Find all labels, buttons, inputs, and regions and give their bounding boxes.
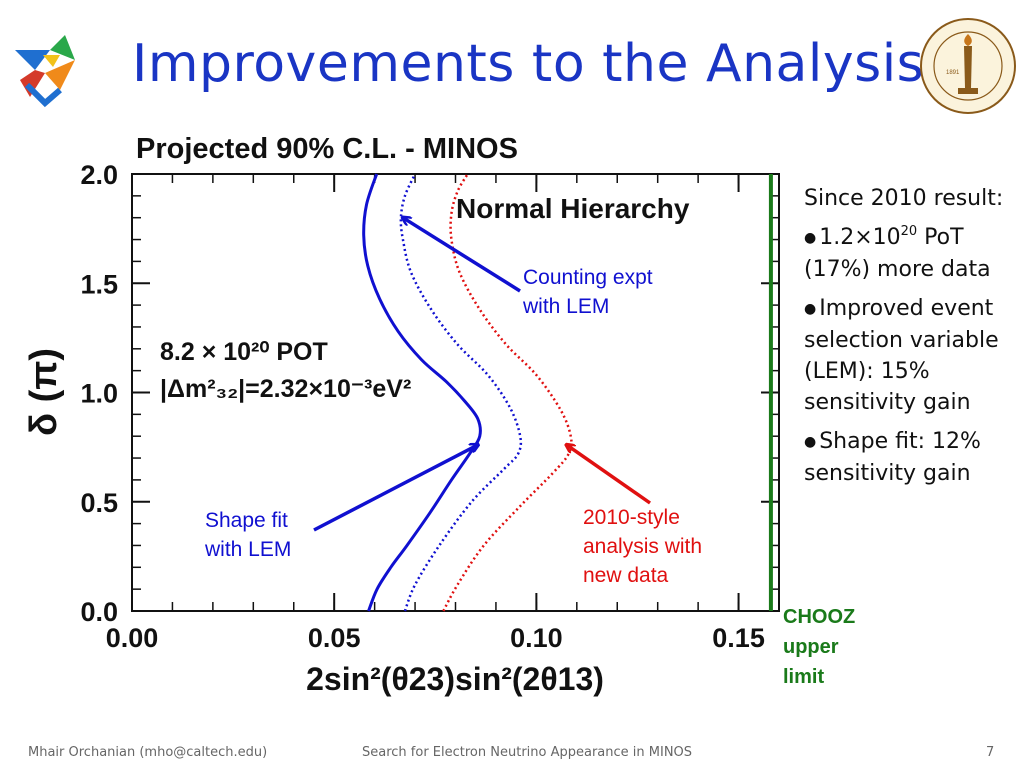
x-tick-label: 0.00 [106,623,159,653]
bullet-text-post: PoT (17%) more data [804,225,991,282]
bullet-text: Improved event selection variable (LEM):… [804,296,999,415]
annotation-arrow [403,218,521,293]
annotation-text: with LEM [204,538,291,561]
series-curve [442,173,573,612]
chooz-label: CHOOZ upper limit [783,606,855,688]
annotation-text: Counting expt [523,266,653,289]
tick-labels: 0.0 0.5 1.0 1.5 2.0 0.00 0.05 0.10 0.15 [80,160,764,653]
minos-logo-icon [15,35,75,108]
footer-title: Search for Electron Neutrino Appearance … [362,745,693,760]
y-tick-label: 2.0 [80,160,118,190]
footer-author: Mhair Orchanian (mho@caltech.edu) [28,745,268,760]
annotation-text: Shape fit [205,509,288,532]
pot-label: 8.2 × 10²⁰ POT [160,338,328,366]
annotation-text: 2010-style [583,506,680,529]
bullet-item: ● 1.2×1020 PoT (17%) more data [804,222,1019,285]
y-tick-label: 1.0 [80,379,118,409]
chooz-label-line: limit [783,666,824,688]
x-tick-label: 0.15 [712,623,765,653]
bullet-text: 1.2×10 [819,225,901,250]
chart-title: Projected 90% C.L. - MINOS [136,133,518,165]
bullet-text: Shape fit: 12% sensitivity gain [804,429,981,486]
annotation-arrow [567,445,652,505]
bullet-dot-icon: ● [804,301,817,317]
annotation-arrow [313,445,478,532]
bullet-sup: 20 [900,224,918,239]
y-tick-label: 0.0 [80,597,118,627]
y-tick-label: 0.5 [80,488,118,518]
annotations: Counting expt with LEM Shape fit with LEM 20… [204,218,702,587]
x-axis-label: 2sin²(θ23)sin²(2θ13) [306,661,604,697]
chooz-label-line: CHOOZ [783,606,855,628]
bullet-dot-icon: ● [804,230,817,246]
dm2-label: |Δm²₃₂|=2.32×10⁻³eV² [160,375,411,403]
series-curve [399,173,523,612]
y-tick-label: 1.5 [80,269,118,299]
x-tick-label: 0.05 [308,623,361,653]
series-curve [362,173,482,612]
bullets-intro: Since 2010 result: [804,186,1004,211]
annotation-text: analysis with [583,535,702,558]
page-number: 7 [986,745,995,760]
chooz-label-line: upper [783,636,839,658]
caltech-seal-icon: 1891 [920,18,1016,114]
bullet-item: ● Shape fit: 12% sensitivity gain [804,426,1019,489]
bullet-dot-icon: ● [804,434,817,450]
contour-curves [362,173,573,612]
y-axis-label: δ (π) [23,348,65,436]
slide-title: Improvements to the Analysis [132,34,925,94]
bullet-item: ● Improved event selection variable (LEM)… [804,293,1019,418]
sidebar-bullets: Since 2010 result: ● 1.2×1020 PoT (17%) m… [804,183,1019,497]
seal-year: 1891 [946,70,960,76]
annotation-text: with LEM [522,295,609,318]
x-tick-label: 0.10 [510,623,563,653]
inset-label: Normal Hierarchy [456,193,690,224]
annotation-text: new data [583,564,669,587]
